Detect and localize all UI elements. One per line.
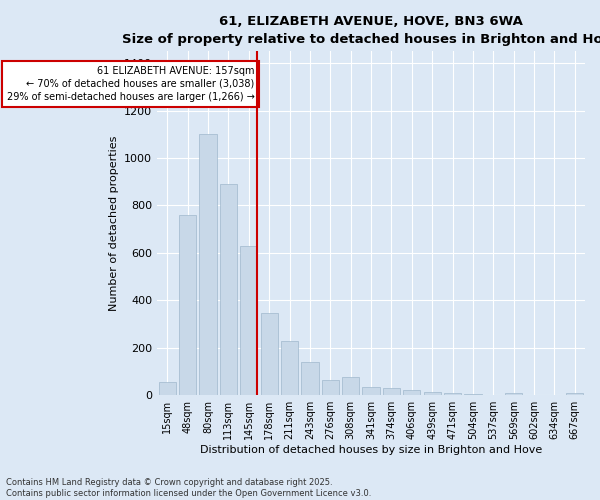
Bar xyxy=(199,134,217,395)
Bar xyxy=(444,394,461,395)
Bar xyxy=(220,184,237,395)
Bar xyxy=(281,340,298,395)
Bar xyxy=(301,362,319,395)
X-axis label: Distribution of detached houses by size in Brighton and Hove: Distribution of detached houses by size … xyxy=(200,445,542,455)
Bar xyxy=(464,394,482,395)
Text: Contains HM Land Registry data © Crown copyright and database right 2025.
Contai: Contains HM Land Registry data © Crown c… xyxy=(6,478,371,498)
Bar xyxy=(342,378,359,395)
Bar xyxy=(566,394,583,395)
Bar xyxy=(260,314,278,395)
Bar xyxy=(505,394,523,395)
Y-axis label: Number of detached properties: Number of detached properties xyxy=(109,136,119,311)
Bar xyxy=(179,215,196,395)
Bar xyxy=(383,388,400,395)
Text: 61 ELIZABETH AVENUE: 157sqm
← 70% of detached houses are smaller (3,038)
29% of : 61 ELIZABETH AVENUE: 157sqm ← 70% of det… xyxy=(7,66,254,102)
Bar xyxy=(322,380,339,395)
Bar xyxy=(362,387,380,395)
Bar xyxy=(240,246,257,395)
Bar xyxy=(403,390,421,395)
Bar xyxy=(424,392,441,395)
Bar xyxy=(158,382,176,395)
Title: 61, ELIZABETH AVENUE, HOVE, BN3 6WA
Size of property relative to detached houses: 61, ELIZABETH AVENUE, HOVE, BN3 6WA Size… xyxy=(122,15,600,46)
